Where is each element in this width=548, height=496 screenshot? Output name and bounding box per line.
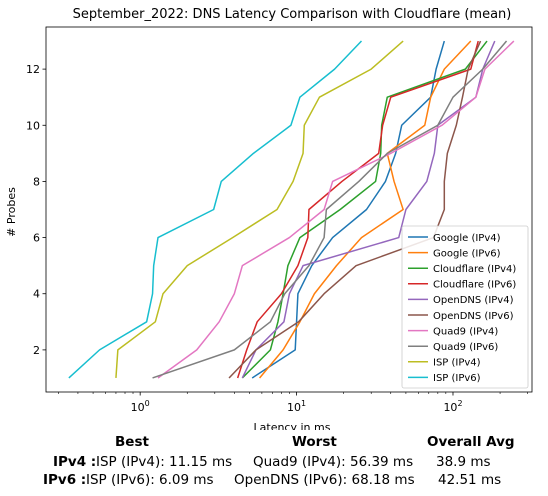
y-tick-label: 12 <box>26 63 40 76</box>
ipv4-worst-value: Quad9 (IPv4): 56.39 ms <box>253 454 414 470</box>
axes-frame <box>45 26 533 393</box>
worst-header: Worst <box>292 434 337 450</box>
series-lines <box>68 40 515 379</box>
legend-label-google-ipv6: Google (IPv6) <box>433 248 501 259</box>
ipv6-avg-value: 42.51 ms <box>438 472 502 488</box>
y-tick-label: 10 <box>26 119 40 132</box>
legend: Google (IPv4) Google (IPv6) Cloudflare (IP… <box>401 225 529 389</box>
y-axis-label: # Probes <box>5 187 18 237</box>
chart-title: September_2022: DNS Latency Comparison w… <box>73 7 512 22</box>
series-line-opendns-ipv6 <box>228 40 482 379</box>
overall-avg-header: Overall Avg <box>427 434 515 450</box>
ipv4-avg-value: 38.9 ms <box>436 454 491 470</box>
ipv4-best-value: ISP (IPv4): 11.15 ms <box>96 454 233 470</box>
legend-label-isp-ipv6: ISP (IPv6) <box>433 373 481 384</box>
series-line-quad9-ipv6 <box>152 40 508 379</box>
series-line-cloudflare-ipv6 <box>236 40 479 379</box>
series-line-cloudflare-ipv4 <box>241 40 488 379</box>
legend-label-isp-ipv4: ISP (IPv4) <box>433 358 481 369</box>
summary-table: Best Worst Overall Avg IPv4 : ISP (IPv4)… <box>0 430 548 496</box>
legend-label-opendns-ipv4: OpenDNS (IPv4) <box>433 295 514 306</box>
legend-box <box>401 225 529 389</box>
x-axis-ticks: 100 101 102 <box>58 392 528 414</box>
legend-label-google-ipv4: Google (IPv4) <box>433 233 501 244</box>
series-line-isp-ipv6 <box>68 40 363 379</box>
ipv6-row-label: IPv6 : <box>43 472 87 488</box>
latency-chart: September_2022: DNS Latency Comparison w… <box>5 7 533 430</box>
series-line-isp-ipv4 <box>115 40 404 379</box>
ipv6-best-value: ISP (IPv6): 6.09 ms <box>86 472 214 488</box>
x-tick-label: 101 <box>287 399 306 414</box>
y-tick-label: 2 <box>33 344 40 357</box>
legend-label-cloudflare-ipv6: Cloudflare (IPv6) <box>433 280 516 291</box>
series-line-google-ipv6 <box>259 40 472 379</box>
x-tick-label: 102 <box>443 399 462 414</box>
series-line-quad9-ipv4 <box>157 40 515 379</box>
legend-label-quad9-ipv6: Quad9 (IPv6) <box>433 342 498 353</box>
legend-label-cloudflare-ipv4: Cloudflare (IPv4) <box>433 264 516 275</box>
ipv6-worst-value: OpenDNS (IPv6): 68.18 ms <box>234 472 415 488</box>
x-axis-label: Latency in ms <box>254 421 331 430</box>
plot-area <box>45 26 533 393</box>
y-tick-label: 4 <box>33 288 40 301</box>
legend-label-opendns-ipv6: OpenDNS (IPv6) <box>433 311 514 322</box>
series-line-google-ipv4 <box>251 40 446 379</box>
y-tick-label: 6 <box>33 232 40 245</box>
best-header: Best <box>115 434 149 450</box>
legend-label-quad9-ipv4: Quad9 (IPv4) <box>433 326 498 337</box>
x-tick-label: 100 <box>131 399 150 414</box>
ipv4-row-label: IPv4 : <box>53 454 97 470</box>
y-tick-label: 8 <box>33 175 40 188</box>
y-axis-ticks: 2 4 6 8 10 12 <box>26 63 46 357</box>
